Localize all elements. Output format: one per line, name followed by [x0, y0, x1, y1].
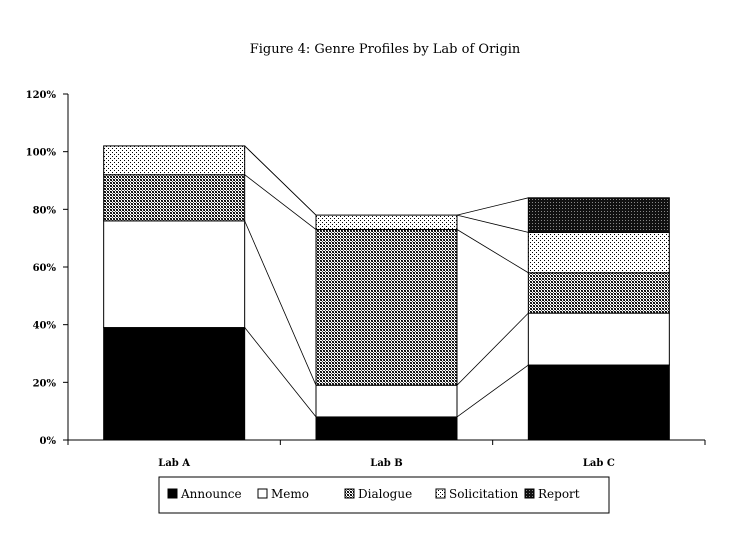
y-axis-ticks: 0% 20% 40% 60% 80% 100% 120% — [26, 90, 68, 447]
bar-segment-solicitation — [103, 145, 246, 176]
legend-label-memo: Memo — [271, 487, 309, 501]
legend-swatch-announce — [167, 488, 178, 499]
x-category-label: Lab B — [370, 458, 402, 469]
legend-label-solicitation: Solicitation — [449, 487, 519, 501]
legend-label-report: Report — [538, 487, 580, 501]
legend-label-announce: Announce — [180, 487, 242, 501]
bar-segment-report — [527, 197, 670, 233]
bar-segment-dialogue — [103, 174, 246, 222]
series-connector-line — [456, 197, 529, 216]
y-tick-label: 120% — [26, 90, 57, 101]
bar-segment-dialogue — [315, 229, 458, 386]
legend-swatch-solicitation — [435, 488, 446, 499]
series-connector-line — [456, 229, 529, 274]
bar-segment-announce — [527, 364, 670, 441]
x-category-label: Lab A — [158, 458, 190, 469]
y-tick-label: 40% — [33, 321, 57, 332]
y-tick-label: 0% — [40, 436, 57, 447]
bar-segment-announce — [103, 327, 246, 441]
bar-segment-solicitation — [315, 214, 458, 231]
legend-label-dialogue: Dialogue — [358, 487, 412, 501]
series-connector-line — [456, 312, 529, 386]
x-axis-categories: Lab A Lab B Lab C — [67, 440, 706, 469]
bar-segment-solicitation — [527, 231, 670, 274]
bar-segment-memo — [103, 220, 246, 329]
bar-segment-memo — [315, 384, 458, 418]
series-connector-line — [244, 145, 317, 216]
chart-title: Figure 4: Genre Profiles by Lab of Origi… — [250, 42, 521, 57]
series-connectors — [244, 145, 529, 418]
series-connector-line — [456, 214, 529, 233]
series-connector-line — [244, 174, 317, 230]
y-tick-label: 20% — [33, 378, 57, 389]
series-connector-line — [244, 220, 317, 386]
series-connector-line — [456, 364, 529, 418]
x-category-label: Lab C — [583, 458, 615, 469]
legend-swatch-report — [524, 488, 535, 499]
bars — [103, 145, 670, 441]
series-connector-line — [244, 327, 317, 418]
y-tick-label: 80% — [33, 205, 57, 216]
legend-swatch-memo — [257, 488, 268, 499]
y-tick-label: 60% — [33, 263, 57, 274]
legend: Announce Memo Dialogue Solicitation Report — [158, 476, 610, 514]
bar-segment-dialogue — [527, 272, 670, 314]
y-tick-label: 100% — [26, 148, 57, 159]
legend-swatch-dialogue — [344, 488, 355, 499]
bar-segment-announce — [315, 416, 458, 441]
bar-segment-memo — [527, 312, 670, 366]
